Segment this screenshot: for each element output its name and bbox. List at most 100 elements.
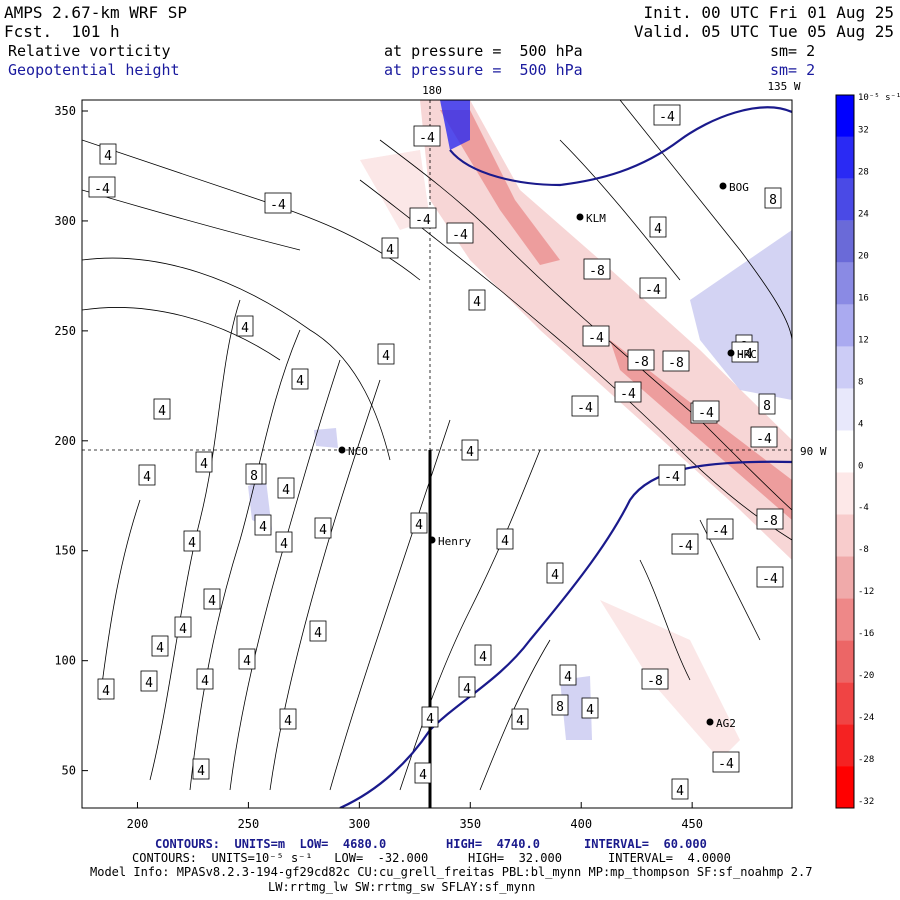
vorticity-label-box: [706, 518, 734, 540]
vorticity-label-box: [446, 222, 474, 244]
station-label-ag2: AG2: [716, 717, 736, 730]
vorticity-shading: [360, 100, 792, 760]
height-label: 4: [143, 470, 151, 485]
height-label-box: [277, 477, 295, 499]
height-label-box: [496, 528, 514, 550]
meridian-180-label: 180: [422, 84, 442, 97]
height-label-box: [138, 464, 156, 486]
station-label-hrc: HRC: [737, 348, 757, 361]
model-title: AMPS 2.67-km WRF SP: [4, 3, 188, 22]
vorticity-label: -4: [698, 406, 714, 421]
height-label-box: [174, 616, 192, 638]
stations: NCO Henry KLM BOG HRC AG2: [338, 181, 757, 730]
height-label: 4: [243, 654, 251, 669]
height-label: 4: [280, 537, 288, 552]
height-label: 4: [463, 682, 471, 697]
colorbar-swatch: [836, 724, 854, 767]
height-label: 4: [145, 676, 153, 691]
height-label: 4: [156, 641, 164, 656]
vorticity-label-box: [409, 207, 437, 229]
height-label: 4: [319, 523, 327, 538]
colorbar-label: -16: [858, 629, 874, 639]
vorticity-label-box: [413, 125, 441, 147]
colorbar-swatch: [836, 472, 854, 515]
station-marker-henry: [428, 536, 436, 544]
height-label: 4: [284, 714, 292, 729]
colorbar-swatch: [836, 178, 854, 221]
vorticity-contour-labels: -4 -4 -4 -4 -4 -4 -8 -4 -4 -8 -8 -4 -8 -4 -4 -4 -4 -8 -4 -4…: [88, 104, 784, 773]
vorticity-label: -4: [645, 283, 661, 298]
colorbar-swatch: [836, 556, 854, 599]
colorbar-swatch: [836, 430, 854, 473]
y-tick-label: 250: [54, 324, 76, 338]
height-label-box: [671, 778, 689, 800]
smooth2-label: sm= 2: [770, 61, 816, 79]
plot-frame: [81, 99, 793, 809]
height-label-box: [468, 289, 486, 311]
height-label: 4: [426, 712, 434, 727]
height-label-box: [236, 315, 254, 337]
height-label-box: [314, 517, 332, 539]
vorticity-label: -4: [415, 213, 431, 228]
height-label-box: [381, 237, 399, 259]
height-label-box: [203, 588, 221, 610]
vorticity-label: -8: [762, 514, 778, 529]
height-label-box: [245, 463, 263, 485]
x-axis: 200 250 300 350 400 450: [127, 802, 703, 831]
height-label: 4: [551, 568, 559, 583]
vorticity-label-box: [264, 192, 292, 214]
height-label-box: [192, 758, 210, 780]
height-label-box: [458, 676, 476, 698]
colorbar-swatch: [836, 598, 854, 641]
smooth1-label: sm= 2: [770, 42, 816, 60]
height-label-box: [254, 514, 272, 536]
height-label-box: [151, 635, 169, 657]
vorticity-label: -8: [668, 356, 684, 371]
height-label: 4: [179, 622, 187, 637]
vorticity-contours: [82, 100, 792, 791]
y-tick-label: 200: [54, 434, 76, 448]
vorticity-label: -4: [712, 524, 728, 539]
x-tick-label: 450: [681, 817, 703, 831]
height-label: 8: [250, 469, 258, 484]
colorbar-swatch: [836, 262, 854, 305]
colorbar-unit: 10⁻⁵ s⁻¹: [858, 93, 900, 103]
height-label-box: [291, 368, 309, 390]
height-label-box: [511, 708, 529, 730]
vorticity-label: -4: [718, 757, 734, 772]
vorticity-label-box: [641, 668, 669, 690]
colorbar-label: 24: [858, 210, 869, 220]
y-tick-label: 100: [54, 654, 76, 668]
height-label-box: [99, 143, 117, 165]
vorticity-label: -4: [270, 198, 286, 213]
vorticity-label: -4: [659, 110, 675, 125]
y-tick-label: 300: [54, 214, 76, 228]
colorbar-swatch: [836, 220, 854, 263]
x-tick-label: 200: [127, 817, 149, 831]
height-label-box: [279, 708, 297, 730]
height-label-box: [474, 644, 492, 666]
height-label: 4: [479, 650, 487, 665]
colorbar-label: -12: [858, 587, 874, 597]
height-label: 4: [382, 349, 390, 364]
height-label-box: [195, 451, 213, 473]
vorticity-label-box: [671, 533, 699, 555]
colorbar-swatch: [836, 766, 854, 808]
height-label: 4: [197, 764, 205, 779]
height-label: 4: [516, 714, 524, 729]
height-label: 4: [200, 457, 208, 472]
meridian-135w-label: 135 W: [767, 80, 800, 93]
station-marker-hrc: [727, 349, 735, 357]
vorticity-positive: [248, 100, 792, 740]
y-tick-label: 50: [62, 764, 76, 778]
map-field: [82, 100, 792, 808]
colorbar-swatch: [836, 514, 854, 557]
vorticity-label-box: [627, 349, 655, 371]
colorbar-label: 0: [858, 461, 863, 471]
vorticity-label-box: [750, 426, 778, 448]
vorticity-strong: [440, 110, 792, 520]
colorbar-swatch: [836, 388, 854, 431]
vorticity-label-box: [692, 400, 720, 422]
height-label: 4: [466, 445, 474, 460]
